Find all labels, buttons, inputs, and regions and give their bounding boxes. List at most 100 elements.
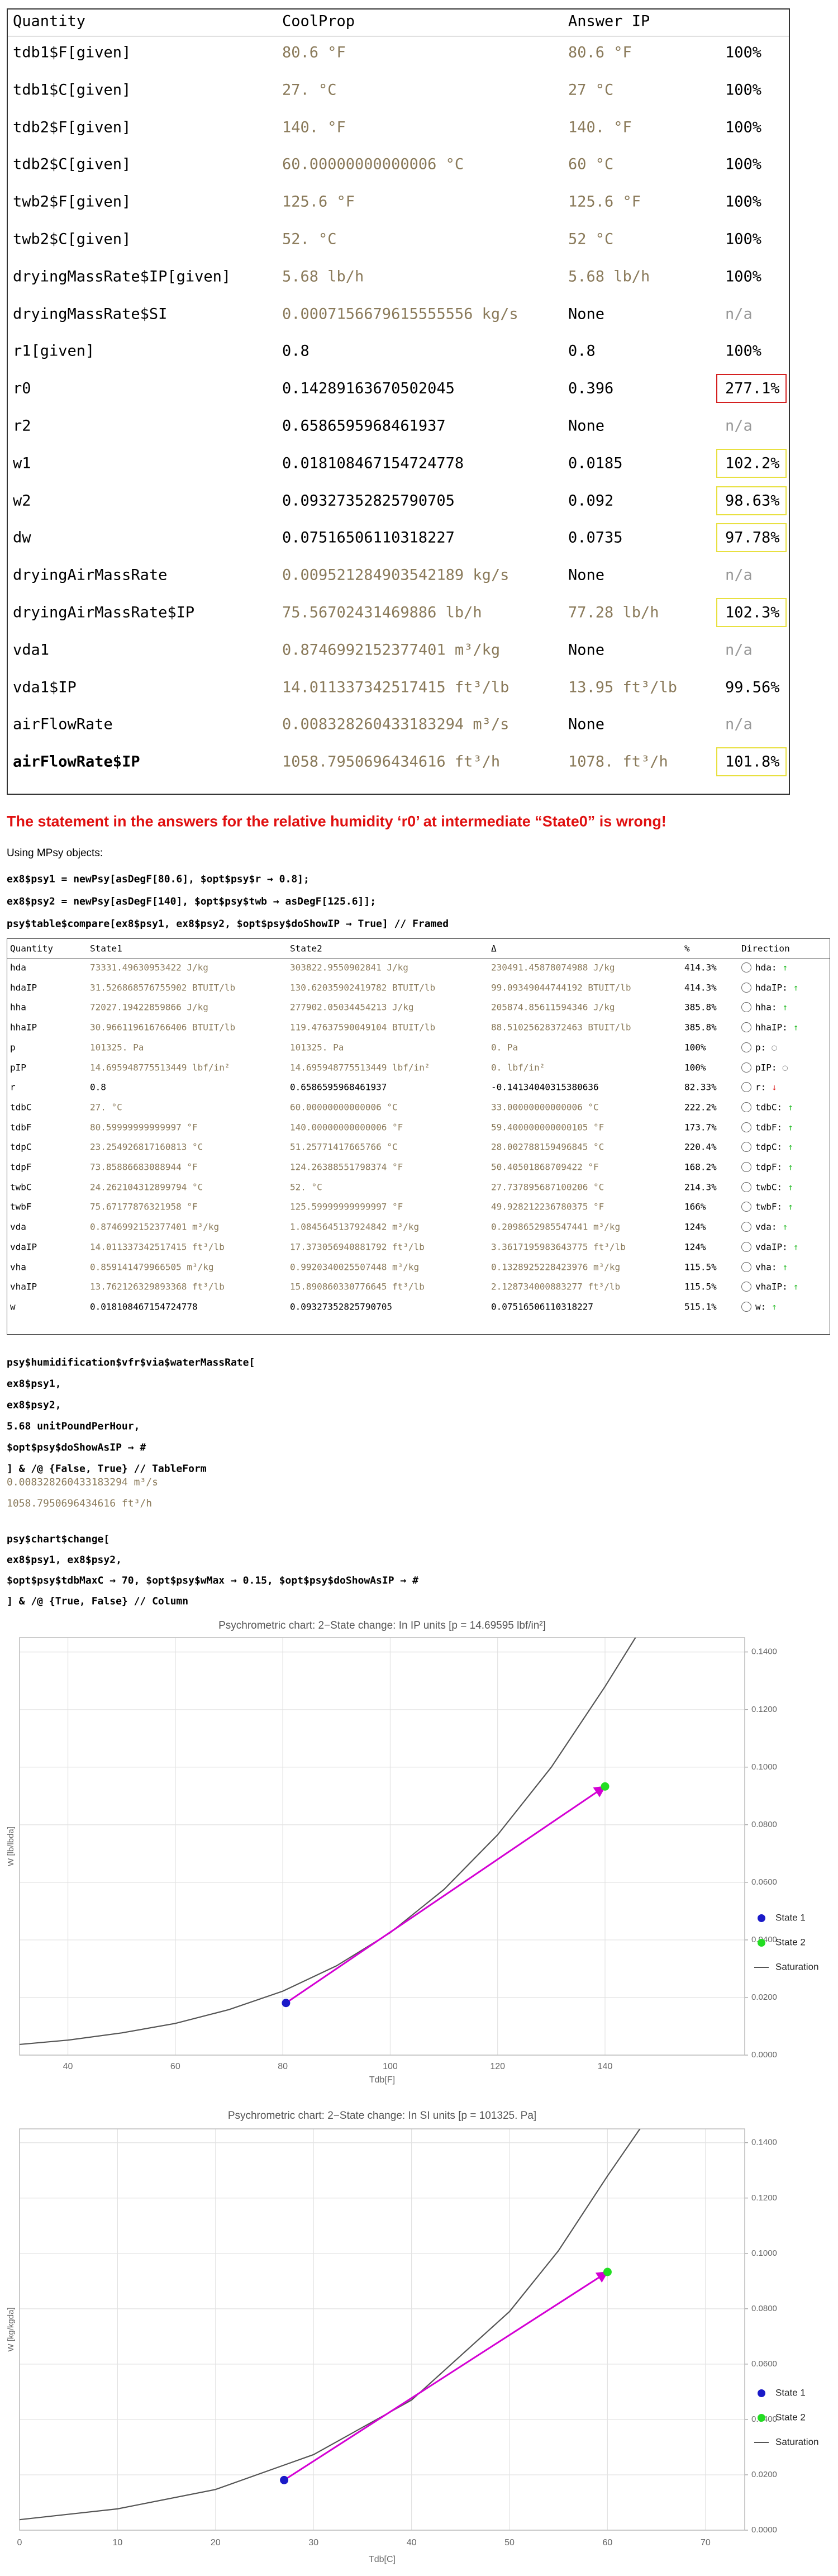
answer-value: 125.6 °F (568, 193, 641, 211)
quantity: dryingMassRate$IP[given] (13, 268, 231, 286)
delta: 0.2098652985547441 m³/kg (491, 1221, 621, 1232)
delta: 59.400000000000105 °F (491, 1122, 604, 1133)
code-line: $opt$psy$doShowAsIP → # (7, 1441, 146, 1454)
legend-label: State 1 (775, 2387, 806, 2398)
table-frame (7, 938, 830, 1335)
info-icon (741, 1142, 751, 1152)
coolprop-value: 0.0007156679615555556 kg/s (282, 305, 518, 323)
legend-swatch (758, 2414, 765, 2422)
coolprop-value: 27. °C (282, 81, 337, 99)
answer-value: 140. °F (568, 118, 632, 136)
answer-value: 52 °C (568, 230, 614, 248)
x-tick-label: 80 (278, 2062, 288, 2071)
header-rule (7, 958, 830, 959)
code-line: ex8$psy1, (7, 1378, 61, 1390)
plot-area (20, 2129, 641, 2521)
y-axis-label: W [kg/kgda] (6, 2307, 16, 2351)
state1: 14.011337342517415 ft³/lb (90, 1241, 225, 1253)
answer-value: 1078. ft³/h (568, 753, 668, 771)
answer-value: 0.396 (568, 379, 614, 397)
coolprop-value: 1058.7950696434616 ft³/h (282, 753, 501, 771)
percent: 98.63% (725, 492, 780, 510)
state1: 27. °C (90, 1102, 122, 1113)
direction-arrow: ↑ (782, 1261, 788, 1272)
direction: w: (755, 1301, 766, 1312)
direction: tdbC: (755, 1102, 783, 1113)
quantity: p (10, 1042, 16, 1053)
state1: 0.018108467154724778 (90, 1301, 198, 1312)
x-axis-label: Tdb[F] (369, 2075, 395, 2085)
answer-value: 77.28 lb/h (568, 604, 659, 622)
percent: 124% (684, 1241, 706, 1253)
direction-arrow: ↑ (782, 962, 788, 973)
info-icon (741, 1261, 751, 1272)
code-line: 5.68 unitPoundPerHour, (7, 1420, 140, 1432)
percent: n/a (725, 715, 753, 733)
quantity: hda (10, 962, 26, 973)
state2: 1.0845645137924842 m³/kg (290, 1221, 420, 1232)
answer-value: None (568, 305, 605, 323)
state2: 0.09327352825790705 (290, 1301, 393, 1312)
delta: 2.128734000883277 ft³/lb (491, 1281, 621, 1292)
info-icon (741, 1222, 751, 1232)
quantity: dw (13, 529, 31, 547)
percent: n/a (725, 566, 753, 584)
answer-value: None (568, 566, 605, 584)
column-header: State1 (90, 943, 122, 954)
percent: 385.8% (684, 1022, 717, 1033)
highlight-box (716, 747, 787, 777)
y-tick-label: 0.0600 (751, 1877, 777, 1887)
code-line: ex8$psy2, (7, 1399, 61, 1411)
direction: tdbF: (755, 1122, 783, 1133)
quantity: r0 (13, 379, 31, 397)
quantity: tdb1$C[given] (13, 81, 131, 99)
quantity: tdpC (10, 1141, 32, 1152)
answer-value: 27 °C (568, 81, 614, 99)
percent: 214.3% (684, 1182, 717, 1193)
info-icon (741, 982, 751, 993)
x-tick-label: 140 (598, 2062, 613, 2071)
y-tick-label: 0.1400 (751, 2138, 777, 2147)
quantity: tdpF (10, 1161, 32, 1173)
column-header: Quantity (10, 943, 54, 954)
coolprop-value: 14.011337342517415 ft³/lb (282, 679, 510, 696)
direction-arrow: ↑ (788, 1201, 793, 1212)
direction: vdaIP: (755, 1241, 788, 1253)
highlight-box (716, 523, 787, 553)
code-line: ex8$psy2 = newPsy[asDegF[140], $opt$psy$… (7, 895, 377, 908)
coolprop-value: 80.6 °F (282, 44, 346, 61)
info-icon (741, 1022, 751, 1033)
direction: hha: (755, 1002, 777, 1013)
percent: 385.8% (684, 1002, 717, 1013)
legend-swatch (758, 2389, 765, 2397)
delta: 27.737895687100206 °C (491, 1182, 604, 1193)
coolprop-value: 5.68 lb/h (282, 268, 364, 286)
quantity: tdb2$C[given] (13, 155, 131, 173)
quantity: airFlowRate$IP (13, 753, 140, 771)
y-tick-label: 0.1200 (751, 2193, 777, 2203)
delta: 0.07516506110318227 (491, 1301, 594, 1312)
direction-arrow: ↓ (772, 1081, 777, 1093)
legend-label: State 2 (775, 2412, 806, 2422)
quantity: dryingAirMassRate$IP (13, 604, 195, 622)
percent: 515.1% (684, 1301, 717, 1312)
chart-title: Psychrometric chart: 2−State change: In … (218, 1620, 546, 1631)
delta: 0.1328925228423976 m³/kg (491, 1261, 621, 1272)
answer-value: 60 °C (568, 155, 614, 173)
state-change-arrow (283, 2271, 609, 2481)
state1: 0.8 (90, 1081, 106, 1093)
delta: 99.09349044744192 BTUIT/lb (491, 982, 631, 993)
state2: 140.00000000000006 °F (290, 1122, 403, 1133)
quantity: twb2$F[given] (13, 193, 131, 211)
quantity: hdaIP (10, 982, 37, 993)
state2: 15.890860330776645 ft³/lb (290, 1281, 425, 1292)
y-tick-label: 0.0800 (751, 2304, 777, 2313)
quantity: vhaIP (10, 1281, 37, 1292)
info-icon (741, 1282, 751, 1292)
y-tick-label: 0.0800 (751, 1820, 777, 1829)
intro-text: Using MPsy objects: (7, 847, 103, 859)
coolprop-value: 140. °F (282, 118, 346, 136)
percent: n/a (725, 305, 753, 323)
y-tick-label: 0.0000 (751, 2525, 777, 2535)
